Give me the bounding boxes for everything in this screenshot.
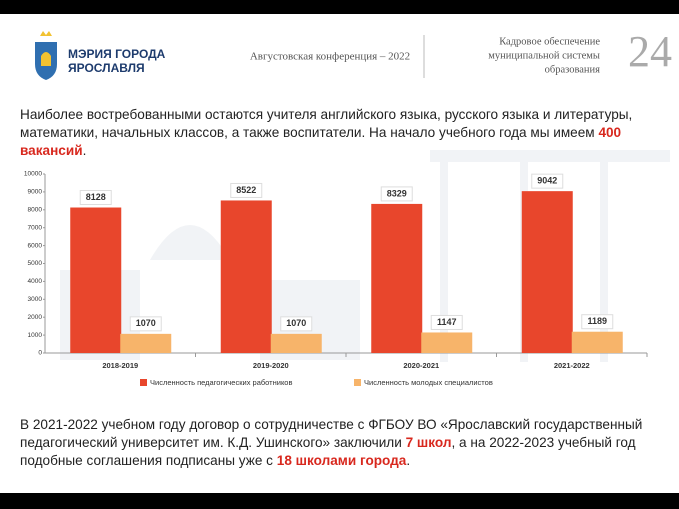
data-label: 8522: [236, 185, 256, 195]
data-label-box: [380, 186, 413, 202]
text-run: .: [82, 143, 87, 158]
highlight: 400 вакансий: [20, 125, 622, 158]
bar: [521, 191, 573, 353]
y-tick-label: 9000: [28, 189, 43, 196]
logo: [35, 31, 57, 80]
legend-label: Численность молодых специалистов: [364, 378, 493, 387]
text-run: , а на 2022-2023 учебный год подобные со…: [20, 435, 636, 468]
text-run: Наиболее востребованными остаются учител…: [20, 107, 633, 140]
x-tick-label: 2019-2020: [253, 361, 289, 370]
topic: образования: [545, 64, 601, 75]
topic: Кадровое обеспечение: [499, 36, 600, 47]
data-label-box: [129, 316, 162, 332]
y-tick-label: 4000: [28, 278, 43, 285]
conference: Августовская конференция – 2022: [250, 51, 410, 63]
data-label: 1070: [136, 318, 156, 328]
highlight: 7 школ: [405, 435, 452, 450]
data-label-box: [230, 182, 263, 198]
data-label: 8329: [387, 188, 407, 198]
data-label-box: [581, 314, 614, 330]
y-tick-label: 7000: [28, 224, 43, 231]
text-run: .: [406, 453, 411, 468]
footer-note: В 2021-2022 учебном году договор о сотру…: [20, 416, 665, 470]
y-tick-label: 6000: [28, 242, 43, 249]
data-label: 1070: [286, 318, 306, 328]
org-name: ЯРОСЛАВЛЯ: [68, 61, 145, 75]
topic: муниципальной системы: [488, 50, 600, 61]
highlight: 18 школами города: [276, 453, 407, 468]
y-tick-label: 1000: [28, 332, 43, 339]
y-tick-label: 3000: [28, 296, 43, 303]
y-tick-label: 10000: [24, 171, 42, 178]
data-label-box: [430, 314, 463, 330]
bar: [371, 203, 423, 353]
data-label-box: [280, 316, 313, 332]
data-label: 8128: [86, 192, 106, 202]
data-label: 1189: [587, 316, 607, 326]
bar: [270, 333, 322, 353]
intro-text: Наиболее востребованными остаются учител…: [20, 106, 665, 160]
y-tick-label: 2000: [28, 314, 43, 321]
data-label: 9042: [537, 176, 557, 186]
legend-label: Численность педагогических работников: [150, 378, 292, 387]
org-name: МЭРИЯ ГОРОДА: [68, 47, 166, 61]
letterbox: [0, 0, 679, 14]
bar: [70, 207, 122, 353]
bar: [220, 200, 272, 353]
legend-swatch: [354, 379, 361, 386]
y-tick-label: 8000: [28, 207, 43, 214]
x-tick-label: 2020-2021: [403, 361, 439, 370]
bar: [421, 332, 473, 353]
page-number: 24: [628, 27, 672, 76]
letterbox: [0, 493, 679, 509]
legend-swatch: [140, 379, 147, 386]
data-label-box: [79, 190, 112, 206]
x-tick-label: 2021-2022: [554, 361, 590, 370]
text-run: В 2021-2022 учебном году договор о сотру…: [20, 417, 643, 450]
x-tick-label: 2018-2019: [102, 361, 138, 370]
bar: [571, 331, 623, 353]
data-label: 1147: [437, 317, 457, 327]
bar: [120, 333, 172, 353]
y-tick-label: 5000: [28, 260, 43, 267]
data-label-box: [531, 173, 564, 189]
y-tick-label: 0: [38, 350, 42, 357]
